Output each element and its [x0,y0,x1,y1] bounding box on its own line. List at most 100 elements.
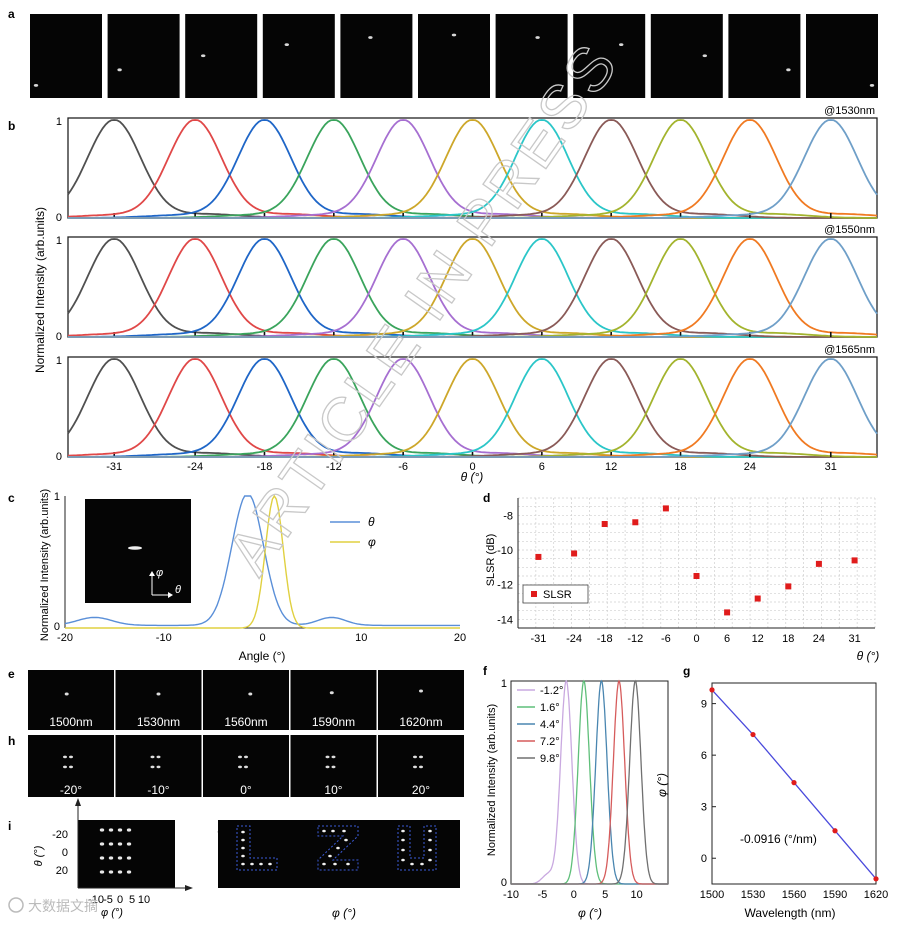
panel-b-series-10 [68,119,878,219]
panel-g-xtick: 1590 [823,889,847,901]
panel-d-point [571,550,578,557]
panel-i-spot [108,856,114,860]
panel-a-tile [30,14,102,98]
panel-h-spot [156,755,161,759]
panel-i-spot [108,842,114,846]
panel-b-xtick: -6 [398,461,408,473]
panel-g-xtick: 1620 [864,889,888,901]
panel-d-xtick: -18 [597,633,613,645]
panel-b-series-6 [68,358,877,458]
panel-d-xlabel: θ (°) [857,649,880,663]
panel-d-ytick: -10 [497,545,513,557]
panel-h-label: 10° [324,783,342,797]
panel-b-xtick: -12 [326,461,342,473]
panel-a-spot [786,68,791,72]
panel-j-spot [401,858,405,862]
panel-b-series-0 [67,358,877,458]
panel-h-label: 0° [240,783,252,797]
panel-i-spot [117,856,123,860]
panel-d-ytick: -14 [497,614,513,626]
panel-a-tile [107,14,180,98]
panel-j-spot [428,829,432,833]
panel-b-series-4 [68,358,877,458]
panel-e-label: 1500nm [49,715,92,729]
panel-h-spot [325,755,330,759]
panel-label-f: f [483,664,488,678]
panel-i-xlabel: φ (°) [101,907,123,919]
panel-c-xtick: 10 [355,632,367,644]
panel-e-spot [248,692,253,696]
panel-b-wavelength-label: @1530nm [824,105,875,117]
panel-g-ytick: 0 [701,853,707,865]
panel-b-xlabel: θ (°) [461,470,484,484]
panel-j-xlabel: φ (°) [332,906,356,920]
panel-d-legend-box [522,584,589,604]
panel-j-spot [241,854,245,858]
panel-f-ytick-1: 1 [501,678,507,690]
panel-a-spot [535,36,540,39]
panel-i-spot [108,828,114,832]
panel-g-frame [711,682,877,885]
panel-c-inset-spot [128,546,142,550]
panel-b-series-2 [68,358,877,458]
panel-i-yarrow [75,798,81,806]
panel-b-series-1 [67,358,877,458]
panel-i-spot [108,870,114,874]
panel-j-spot [428,858,432,862]
panel-g-annotation: -0.0916 (°/nm) [740,832,817,846]
panel-label-i: i [8,819,11,833]
panel-d-ytick: -8 [503,510,513,522]
panel-e-spot [156,692,161,696]
panel-e-tile [378,670,464,730]
panel-d-point [815,560,822,567]
panel-j-spot [401,829,405,833]
panel-f-series-4 [511,679,668,885]
panel-j-spot [328,854,332,858]
panel-a-tile [728,14,801,98]
panel-f-legend-label: 9.8° [540,753,560,765]
panel-h-spot [150,755,155,759]
panel-a-spot [869,84,875,87]
panel-c-xtick: 20 [454,632,466,644]
panel-f-xtick: 0 [571,889,577,901]
panel-g-point [709,687,715,693]
panel-j-spot [333,862,337,866]
panel-j-spot [401,848,405,852]
panel-f-chart: -10 -5 0 5 10 0 1 -1.2° 1.6° 4.4° 7.2° 9.8° [501,678,669,901]
panel-g-point [791,780,797,786]
panel-d-point [693,573,700,579]
panel-g-point [832,828,838,834]
panel-c-series-0 [64,495,460,627]
logo-text: 大数据文摘 [28,898,98,914]
panel-g-xtick: 1560 [782,889,806,901]
panel-h-label: -10° [147,783,169,797]
panel-j-letter-outline [397,825,437,871]
panel-b-series-3 [68,358,877,458]
panel-c-ytick-1: 1 [54,491,60,503]
panel-b-ytick-1: 1 [56,116,62,128]
panel-d-xtick: 31 [848,633,860,645]
panel-label-d: d [483,491,490,505]
panel-d-legend-marker [531,591,537,597]
panel-label-b: b [8,119,15,133]
panel-g-ytick: 9 [701,699,707,711]
panel-b-xtick: -18 [257,461,273,473]
panel-j-letter-outline [317,825,359,871]
panel-b-xtick: 0 [469,461,475,473]
panel-e-label: 1530nm [137,715,180,729]
panel-c-inset-arrowhead-right [168,592,173,598]
panel-a-tile [418,14,490,98]
panel-c-xlabel: Angle (°) [239,649,286,663]
panel-a-tile [262,14,335,98]
panel-b-series-9 [68,358,878,458]
panel-a-spot [451,33,457,37]
panel-a-spot [284,43,289,47]
panel-b-ytick-0: 0 [56,451,62,463]
panel-d-point [785,583,792,590]
panel-a-tile [185,14,258,98]
panel-h-image-strip: -20° -10° 0° 10° 20° [28,735,464,797]
panel-d-xtick: -24 [566,633,582,645]
panel-d-ytick: -12 [497,580,513,592]
